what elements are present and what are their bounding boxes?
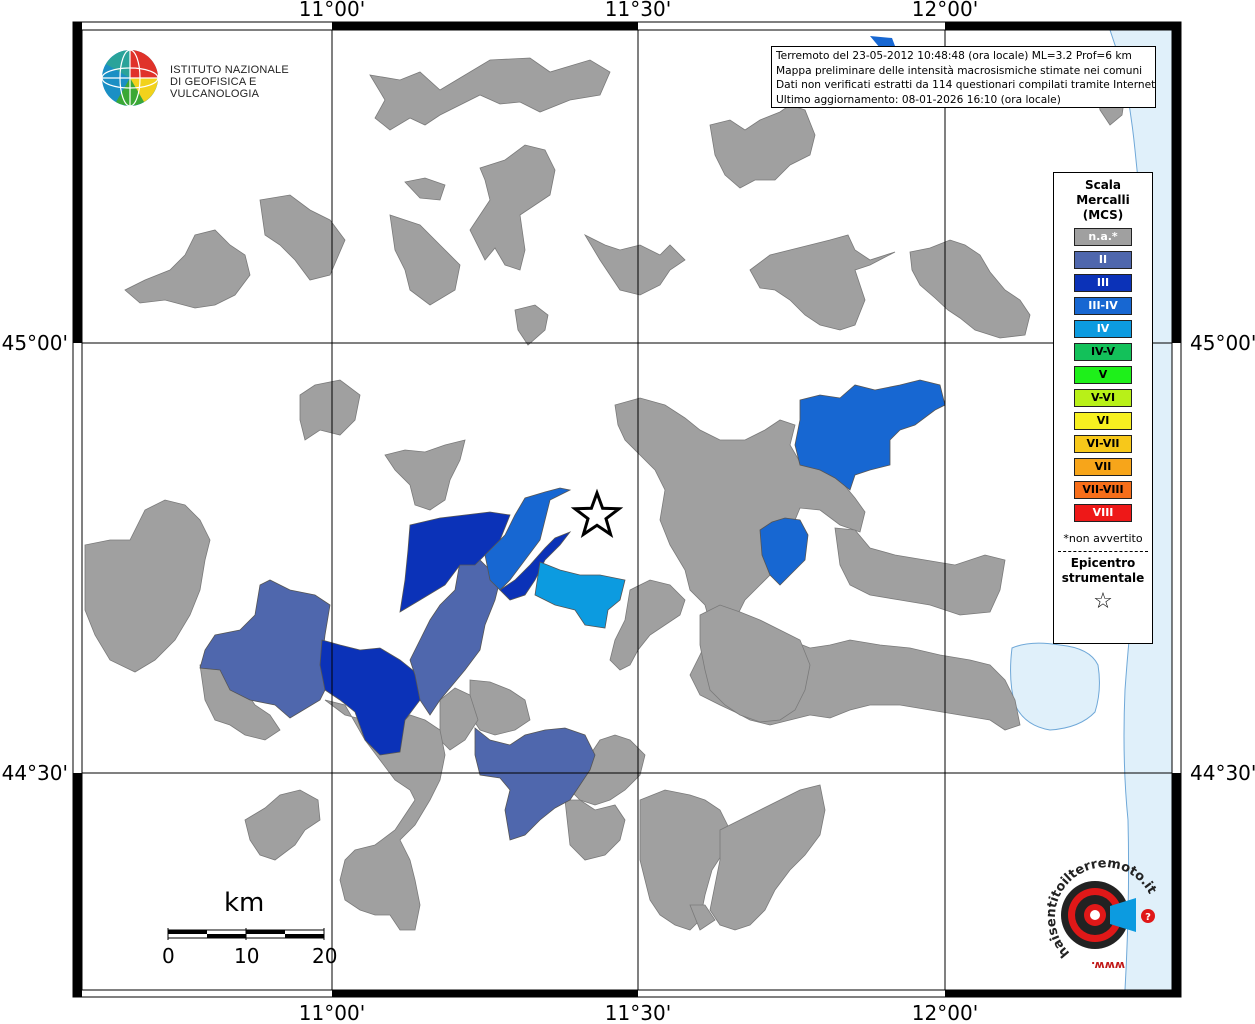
haisentito-logo: ? haisentitoilterremoto.it www. <box>1040 856 1170 978</box>
info-line-2: Mappa preliminare delle intensità macros… <box>776 64 1143 77</box>
municipality-iii-iv-north <box>484 487 572 591</box>
legend-title-2: Mercalli <box>1076 193 1130 207</box>
po-delta-lagoon <box>870 36 895 48</box>
lagoon <box>1010 642 1100 731</box>
coord-right-4430: 44°30' <box>1190 761 1255 785</box>
haisentito-www: www. <box>1091 959 1125 972</box>
coord-top-1130: 11°30' <box>605 0 671 21</box>
info-line-3: Dati non verificati estratti da 114 ques… <box>776 79 1156 91</box>
legend-title-1: Scala <box>1084 178 1122 192</box>
coord-bottom-1130: 11°30' <box>605 1001 671 1024</box>
municipalities-intensity <box>199 379 946 841</box>
legend-swatch-10: VII <box>1074 458 1132 476</box>
municipality-iii-iv-mid <box>759 517 809 586</box>
municipality-iv <box>534 561 626 629</box>
mcs-legend: Scala Mercalli (MCS) n.a.* II III III-IV IV I… <box>1053 172 1153 644</box>
legend-swatch-9: VI-VII <box>1074 435 1132 453</box>
legend-swatch-2: III <box>1074 274 1132 292</box>
graticule <box>82 30 1172 990</box>
legend-na-note: *non avvertito <box>1063 532 1143 545</box>
ingv-logo: ISTITUTO NAZIONALE DI GEOFISICA E VULCAN… <box>100 48 320 110</box>
ingv-line2: DI GEOFISICA E VULCANOLOGIA <box>170 76 260 100</box>
municipality-ii-south <box>474 727 596 841</box>
legend-swatch-1: II <box>1074 251 1132 269</box>
ingv-line1: ISTITUTO NAZIONALE <box>170 64 289 76</box>
scale-tick-0: 0 <box>162 944 175 968</box>
legend-swatch-5: IV-V <box>1074 343 1132 361</box>
legend-epi-1: Epicentro <box>1070 556 1136 570</box>
legend-swatch-7: V-VI <box>1074 389 1132 407</box>
legend-star-icon: ☆ <box>1093 589 1113 614</box>
municipality-ii-central <box>409 559 501 716</box>
municipality-iii-north <box>399 511 511 613</box>
legend-swatch-3: III-IV <box>1074 297 1132 315</box>
municipalities-na <box>84 57 1126 931</box>
legend-swatch-12: VIII <box>1074 504 1132 522</box>
map-frame <box>72 21 1182 998</box>
legend-epicenter-label: Epicentro strumentale <box>1054 556 1152 586</box>
coord-left-4430: 44°30' <box>2 761 68 785</box>
municipality-ii-west <box>199 579 331 719</box>
legend-swatch-8: VI <box>1074 412 1132 430</box>
scale-unit: km <box>224 888 265 918</box>
legend-title: Scala Mercalli (MCS) <box>1054 178 1152 223</box>
svg-text:?: ? <box>1145 912 1151 923</box>
haisentito-icon: ? haisentitoilterremoto.it www. <box>1044 856 1159 972</box>
legend-swatch-6: V <box>1074 366 1132 384</box>
info-line-4: Ultimo aggiornamento: 08-01-2026 16:10 (… <box>776 93 1061 106</box>
coord-top-1200: 12°00' <box>912 0 978 21</box>
coord-right-4500: 45°00' <box>1190 331 1255 355</box>
legend-swatch-0: n.a.* <box>1074 228 1132 246</box>
coord-top-1100: 11°00' <box>299 0 365 21</box>
epicenter-star-icon <box>570 488 624 538</box>
municipality-iii-narrow <box>499 531 572 601</box>
legend-swatch-11: VII-VIII <box>1074 481 1132 499</box>
legend-title-3: (MCS) <box>1082 208 1124 222</box>
ingv-globe-icon <box>101 49 159 107</box>
scale-bar-graphic <box>167 928 325 940</box>
info-line-1: Terremoto del 23-05-2012 10:48:48 (ora l… <box>776 50 1132 62</box>
legend-items: n.a.* II III III-IV IV IV-V V V-VI VI VI-VII VII VI… <box>1054 228 1152 522</box>
event-info-box: Terremoto del 23-05-2012 10:48:48 (ora l… <box>771 46 1156 108</box>
legend-separator <box>1058 551 1148 552</box>
scale-bar: km 0 10 20 <box>160 888 340 968</box>
coord-bottom-1100: 11°00' <box>299 1001 365 1024</box>
municipality-iii-iv-east <box>794 379 946 491</box>
legend-swatch-4: IV <box>1074 320 1132 338</box>
scale-tick-10: 10 <box>234 944 260 968</box>
legend-epi-2: strumentale <box>1061 571 1145 585</box>
scale-tick-20: 20 <box>312 944 338 968</box>
coord-left-4500: 45°00' <box>2 331 68 355</box>
coord-bottom-1200: 12°00' <box>912 1001 978 1024</box>
